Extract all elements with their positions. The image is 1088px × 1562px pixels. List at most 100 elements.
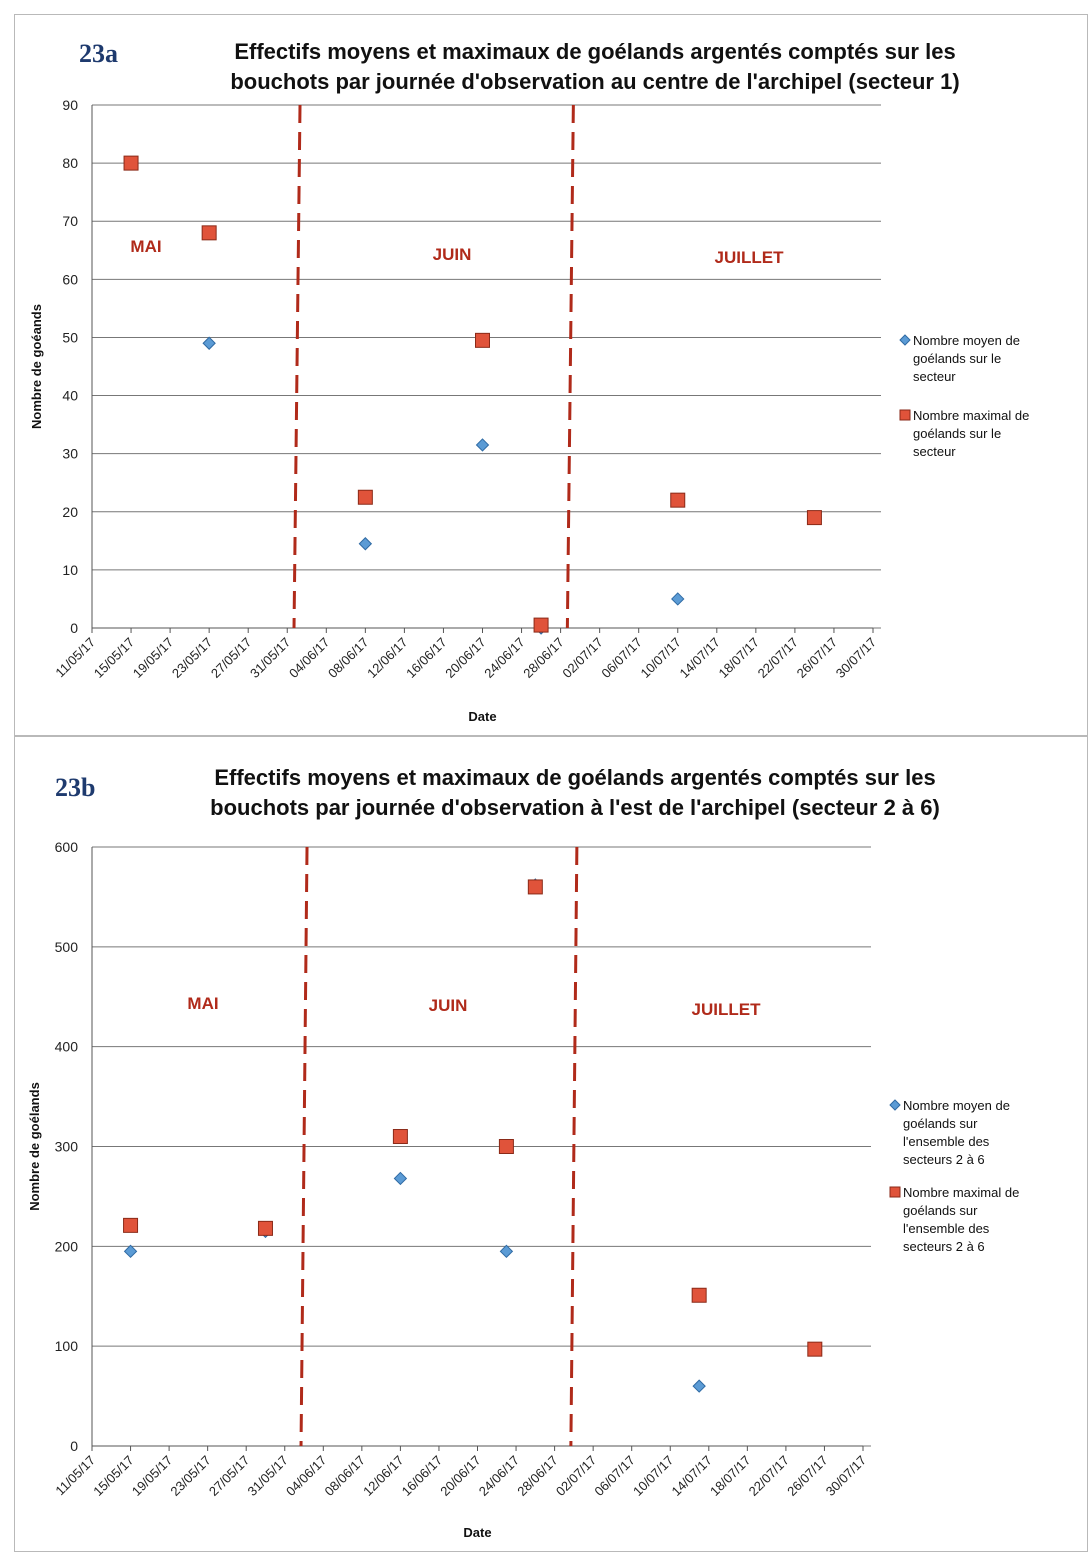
y-tick-label: 10 — [62, 562, 78, 578]
month-divider — [565, 104, 575, 629]
max-marker — [670, 492, 686, 508]
chart-title: Effectifs moyens et maximaux de goélands… — [135, 763, 1015, 823]
chart-title-line1: Effectifs moyens et maximaux de goélands… — [214, 765, 936, 790]
y-axis-label: Nombre de goéands — [29, 304, 44, 429]
chart-title-line2: bouchots par journée d'observation à l'e… — [210, 795, 940, 820]
x-tick-label: 19/05/17 — [129, 1453, 175, 1499]
y-tick-label: 500 — [55, 939, 79, 955]
x-tick-label: 19/05/17 — [130, 635, 176, 681]
x-tick-label: 06/07/17 — [598, 635, 644, 681]
max-marker — [475, 332, 490, 348]
x-tick-label: 30/07/17 — [823, 1453, 869, 1499]
x-tick-label: 18/07/17 — [707, 1453, 753, 1499]
x-tick-label: 20/06/17 — [442, 635, 488, 681]
chart-title: Effectifs moyens et maximaux de goélands… — [155, 37, 1035, 97]
x-tick-label: 31/05/17 — [244, 1453, 290, 1499]
x-tick-label: 27/05/17 — [208, 635, 254, 681]
mean-marker — [358, 537, 373, 551]
legend-label: Nombre moyen de goélands sur l'ensemble de… — [903, 1098, 1010, 1167]
x-tick-label: 11/05/17 — [52, 635, 98, 681]
legend-max-marker — [899, 409, 911, 421]
y-tick-label: 60 — [62, 271, 78, 287]
y-axis-label: Nombre de goélands — [27, 1082, 42, 1211]
legend-label: Nombre maximal de goélands sur l'ensemble … — [903, 1185, 1019, 1254]
x-tick-label: 14/07/17 — [677, 635, 723, 681]
month-label: MAI — [130, 237, 161, 256]
max-marker — [691, 1287, 707, 1303]
x-tick-label: 30/07/17 — [833, 635, 879, 681]
x-tick-label: 23/05/17 — [169, 635, 215, 681]
legend-label: Nombre maximal de goélands sur le secteur — [913, 408, 1029, 459]
figure-23b: 23b Effectifs moyens et maximaux de goél… — [14, 736, 1088, 1552]
x-tick-label: 02/07/17 — [553, 1453, 599, 1499]
x-tick-label: 26/07/17 — [784, 1453, 830, 1499]
x-tick-label: 22/07/17 — [755, 635, 801, 681]
x-tick-label: 28/06/17 — [520, 635, 566, 681]
x-tick-label: 26/07/17 — [794, 635, 840, 681]
x-tick-label: 31/05/17 — [247, 635, 293, 681]
chart-title-line2: bouchots par journée d'observation au ce… — [230, 69, 960, 94]
y-tick-label: 200 — [55, 1238, 79, 1254]
y-tick-label: 30 — [62, 446, 78, 462]
x-tick-label: 08/06/17 — [325, 635, 371, 681]
mean-marker — [671, 592, 685, 606]
x-tick-label: 10/07/17 — [630, 1453, 676, 1499]
x-tick-label: 11/05/17 — [52, 1453, 98, 1499]
legend-mean-marker — [889, 1099, 901, 1111]
legend-label: Nombre moyen de goélands sur le secteur — [913, 333, 1020, 384]
legend-mean-marker — [899, 334, 911, 346]
y-tick-label: 0 — [70, 1438, 78, 1454]
max-marker — [201, 225, 217, 241]
x-tick-label: 12/06/17 — [360, 1453, 406, 1499]
x-tick-label: 22/07/17 — [746, 1453, 792, 1499]
mean-marker — [692, 1379, 706, 1393]
y-tick-label: 90 — [62, 97, 78, 113]
max-marker — [533, 617, 549, 633]
x-tick-label: 24/06/17 — [481, 635, 527, 681]
max-marker — [498, 1139, 514, 1154]
mean-marker — [499, 1244, 514, 1259]
x-tick-label: 18/07/17 — [716, 635, 762, 681]
month-label: JUILLET — [692, 1000, 762, 1019]
y-tick-label: 50 — [62, 329, 78, 345]
month-label: MAI — [187, 994, 218, 1013]
x-tick-label: 04/06/17 — [286, 635, 332, 681]
month-label: JUILLET — [715, 248, 785, 267]
x-tick-label: 15/05/17 — [91, 635, 137, 681]
scatter-chart-23a: 0 10 20 30 40 50 60 70 80 90 11/05/1715/05/1719/05… — [29, 97, 1029, 724]
x-tick-label: 16/06/17 — [403, 635, 449, 681]
x-tick-label: 04/06/17 — [283, 1453, 329, 1499]
x-tick-label: 14/07/17 — [669, 1453, 715, 1499]
max-marker — [257, 1220, 273, 1236]
y-tick-label: 20 — [62, 504, 78, 520]
month-label: JUIN — [433, 245, 472, 264]
legend-max-marker — [889, 1186, 901, 1198]
mean-marker — [202, 336, 216, 350]
month-divider — [292, 104, 302, 629]
max-marker — [807, 1341, 823, 1357]
max-marker — [806, 510, 822, 526]
x-tick-label: 08/06/17 — [322, 1453, 368, 1499]
mean-marker — [123, 1244, 138, 1259]
max-marker — [527, 879, 543, 895]
y-tick-label: 600 — [55, 839, 79, 855]
y-tick-label: 0 — [70, 620, 78, 636]
x-tick-label: 28/06/17 — [514, 1453, 560, 1499]
month-label: JUIN — [429, 996, 468, 1015]
mean-marker — [475, 438, 490, 452]
x-tick-label: 06/07/17 — [591, 1453, 637, 1499]
x-tick-label: 16/06/17 — [399, 1453, 445, 1499]
x-tick-label: 10/07/17 — [637, 635, 683, 681]
x-tick-label: 15/05/17 — [90, 1453, 136, 1499]
x-axis-label: Date — [463, 1525, 491, 1540]
y-tick-label: 100 — [55, 1338, 79, 1354]
scatter-chart-23b: 0 100 200 300 400 500 600 11/05/1715/05/1719/05… — [27, 839, 1019, 1540]
mean-marker — [393, 1171, 408, 1186]
x-tick-label: 27/05/17 — [206, 1453, 252, 1499]
chart-title-line1: Effectifs moyens et maximaux de goélands… — [234, 39, 956, 64]
figure-label: 23b — [55, 773, 96, 802]
figure-23a: 23a Effectifs moyens et maximaux de goél… — [14, 14, 1088, 736]
max-marker — [123, 155, 139, 171]
x-tick-label: 20/06/17 — [437, 1453, 483, 1499]
y-tick-label: 400 — [55, 1039, 79, 1055]
